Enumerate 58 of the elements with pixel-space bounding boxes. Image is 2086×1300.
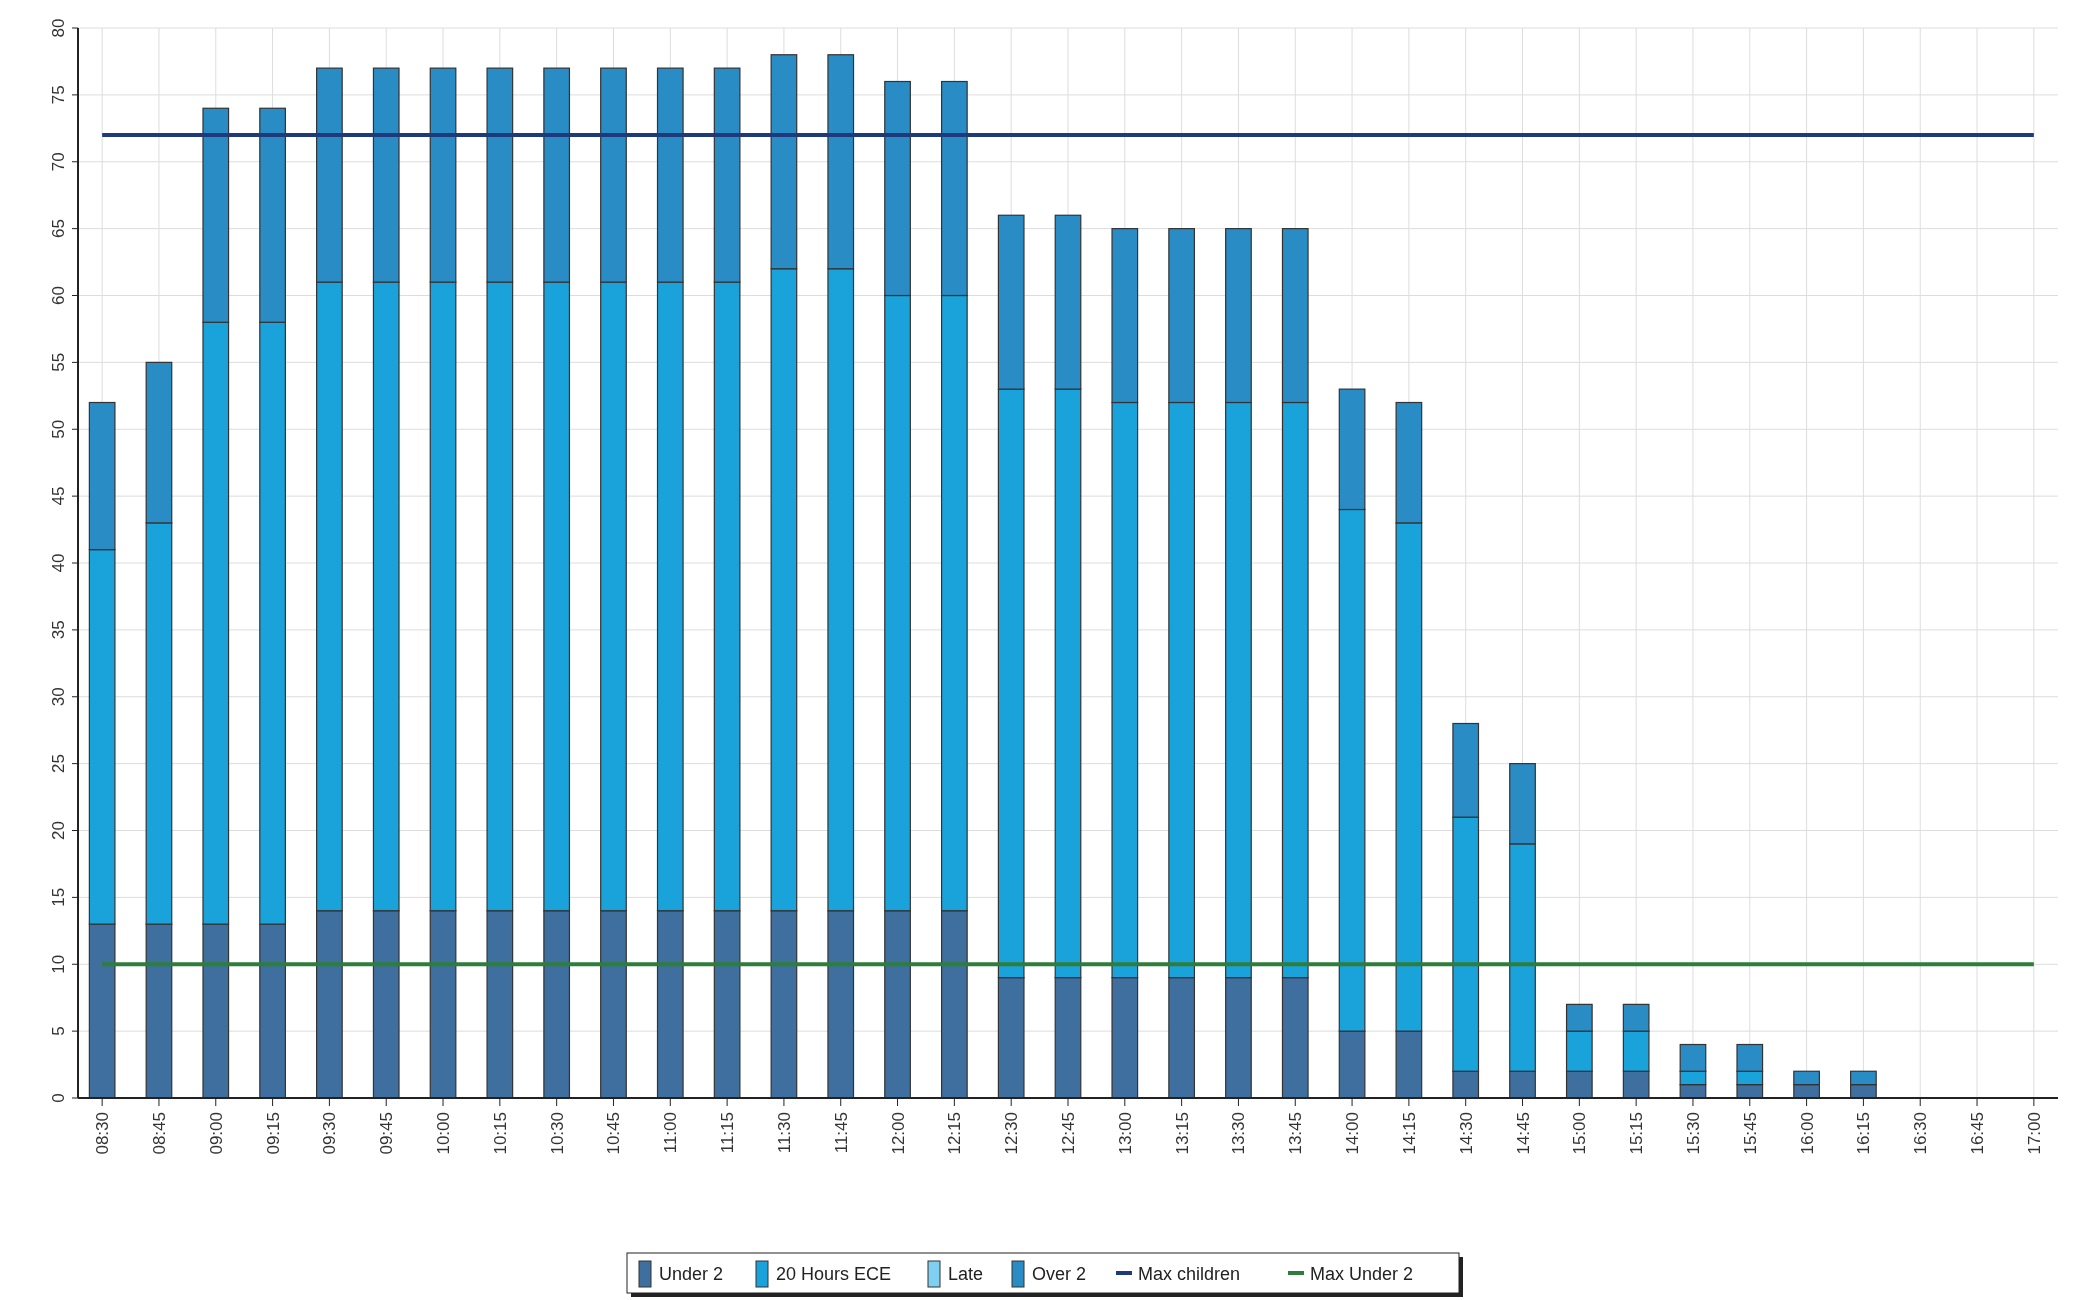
x-tick-label: 10:15: [490, 1112, 510, 1155]
x-tick-label: 12:30: [1002, 1112, 1022, 1155]
x-tick-label: 14:15: [1399, 1112, 1419, 1155]
y-tick-label: 35: [49, 620, 68, 640]
x-tick-label: 16:15: [1854, 1112, 1874, 1155]
x-tick-label: 15:30: [1683, 1112, 1703, 1155]
x-tick-label: 09:00: [206, 1112, 226, 1155]
x-tick-label: 12:00: [888, 1112, 908, 1155]
legend-label: Over 2: [1032, 1264, 1087, 1284]
y-tick-label: 25: [49, 754, 68, 774]
x-tick-label: 10:45: [604, 1112, 624, 1155]
legend-label: 20 Hours ECE: [776, 1264, 892, 1284]
x-tick-label: 13:15: [1172, 1112, 1192, 1155]
legend-label: Max Under 2: [1310, 1264, 1414, 1284]
x-tick-label: 15:45: [1740, 1112, 1760, 1155]
x-tick-label: 15:00: [1570, 1112, 1590, 1155]
y-tick-label: 10: [49, 954, 68, 974]
y-tick-label: 70: [49, 152, 68, 172]
y-tick-label: 5: [49, 1026, 68, 1036]
x-tick-label: 14:45: [1513, 1112, 1533, 1155]
x-tick-label: 12:15: [945, 1112, 965, 1155]
x-tick-label: 14:30: [1456, 1112, 1476, 1155]
x-tick-label: 11:45: [831, 1112, 851, 1154]
y-tick-label: 65: [49, 219, 68, 239]
y-tick-label: 30: [49, 687, 68, 707]
y-tick-label: 20: [49, 821, 68, 840]
x-tick-label: 09:45: [377, 1112, 397, 1155]
x-tick-label: 09:30: [320, 1112, 340, 1155]
legend-label: Late: [948, 1264, 984, 1284]
x-tick-label: 13:00: [1115, 1112, 1135, 1155]
x-tick-label: 11:30: [774, 1112, 794, 1154]
x-tick-label: 16:00: [1797, 1112, 1817, 1155]
y-tick-label: 55: [49, 352, 68, 372]
y-tick-label: 15: [49, 887, 68, 907]
x-tick-label: 08:30: [93, 1112, 113, 1155]
x-tick-label: 08:45: [149, 1112, 169, 1155]
y-tick-label: 45: [49, 486, 68, 506]
y-tick-label: 40: [49, 553, 68, 573]
x-tick-label: 16:45: [1968, 1112, 1988, 1155]
y-tick-label: 80: [49, 18, 68, 38]
x-tick-label: 13:30: [1229, 1112, 1249, 1155]
y-tick-label: 0: [49, 1093, 68, 1103]
x-tick-label: 11:15: [718, 1112, 738, 1154]
x-tick-label: 17:00: [2024, 1112, 2044, 1155]
legend-label: Under 2: [659, 1264, 724, 1284]
x-tick-label: 12:45: [1059, 1112, 1078, 1155]
x-tick-label: 16:30: [1911, 1112, 1931, 1155]
x-tick-label: 13:45: [1286, 1112, 1306, 1155]
y-tick-label: 50: [49, 419, 68, 439]
x-tick-label: 10:30: [547, 1112, 567, 1155]
y-tick-label: 75: [49, 85, 68, 105]
y-tick-label: 60: [49, 286, 68, 305]
legend-label: Max children: [1138, 1264, 1241, 1284]
x-tick-label: 11:00: [661, 1112, 681, 1154]
x-tick-label: 14:00: [1343, 1112, 1363, 1155]
x-tick-label: 10:00: [434, 1112, 454, 1155]
x-tick-label: 09:15: [263, 1112, 283, 1155]
x-tick-label: 15:15: [1627, 1112, 1647, 1155]
